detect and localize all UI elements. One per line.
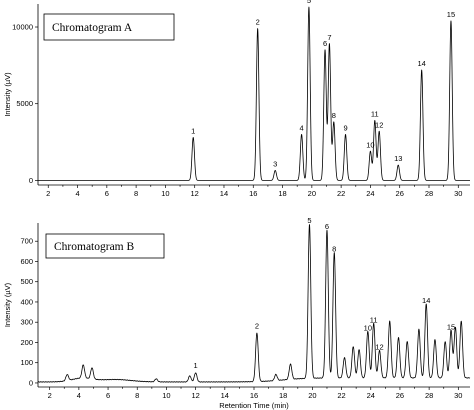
peak-label-3: 3 xyxy=(273,159,277,168)
peak-label-1: 1 xyxy=(191,126,195,135)
y-tick-label: 0 xyxy=(29,378,33,387)
title-box xyxy=(45,233,165,259)
y-tick-label: 200 xyxy=(20,338,33,347)
x-tick-label: 6 xyxy=(106,391,110,400)
x-tick-label: 22 xyxy=(337,189,345,198)
y-tick-label: 5000 xyxy=(16,99,33,108)
peak-label-7: 7 xyxy=(327,33,331,42)
x-tick-label: 26 xyxy=(396,189,404,198)
peak-label-5: 5 xyxy=(307,0,311,5)
x-tick-label: 18 xyxy=(279,391,287,400)
peak-label-2: 2 xyxy=(256,18,260,27)
y-tick-label: 600 xyxy=(20,257,33,266)
x-tick-label: 20 xyxy=(308,189,316,198)
peak-label-14: 14 xyxy=(422,296,430,305)
x-tick-label: 18 xyxy=(278,189,286,198)
x-tick-label: 26 xyxy=(396,391,404,400)
peak-label-8: 8 xyxy=(332,244,336,253)
x-tick-label: 8 xyxy=(134,189,138,198)
peak-label-1: 1 xyxy=(194,361,198,370)
peak-label-14: 14 xyxy=(418,59,426,68)
x-tick-label: 16 xyxy=(250,391,258,400)
x-tick-label: 12 xyxy=(191,189,199,198)
x-tick-label: 4 xyxy=(75,189,79,198)
peak-label-6: 6 xyxy=(323,39,327,48)
y-tick-label: 100 xyxy=(20,358,33,367)
chart-title: Chromatogram B xyxy=(54,241,134,253)
y-tick-label: 0 xyxy=(29,176,33,185)
chart-title: Chromatogram A xyxy=(52,22,133,34)
x-tick-label: 24 xyxy=(367,391,375,400)
y-tick-label: 10000 xyxy=(12,23,33,32)
peak-label-15: 15 xyxy=(447,322,455,331)
x-tick-label: 10 xyxy=(161,189,169,198)
peak-label-13: 13 xyxy=(394,154,402,163)
peak-label-10: 10 xyxy=(366,140,374,149)
peak-label-11: 11 xyxy=(370,315,378,324)
peak-label-11: 11 xyxy=(371,110,379,119)
peak-label-15: 15 xyxy=(447,10,455,19)
y-tick-label: 300 xyxy=(20,318,33,327)
x-tick-label: 14 xyxy=(220,189,228,198)
chromatogram-trace xyxy=(37,6,471,181)
x-tick-label: 24 xyxy=(366,189,374,198)
y-tick-label: 500 xyxy=(20,277,33,286)
x-axis-label: Retention Time (min) xyxy=(219,401,289,410)
x-tick-label: 4 xyxy=(77,391,81,400)
x-axis-label: Retention Time (min) xyxy=(219,199,289,200)
title-box xyxy=(43,13,175,41)
peak-label-4: 4 xyxy=(300,123,304,132)
peak-label-2: 2 xyxy=(255,321,259,330)
x-tick-label: 8 xyxy=(135,391,139,400)
x-tick-label: 30 xyxy=(454,391,462,400)
x-tick-label: 22 xyxy=(337,391,345,400)
y-axis-label: Intensity (µV) xyxy=(3,72,12,117)
x-tick-label: 14 xyxy=(221,391,229,400)
chromatogram-a-chart: 246810121416182022242628300500010000Rete… xyxy=(3,0,471,200)
peak-label-12: 12 xyxy=(375,343,383,352)
x-tick-label: 2 xyxy=(48,391,52,400)
x-tick-label: 30 xyxy=(454,189,462,198)
x-tick-label: 10 xyxy=(162,391,170,400)
x-tick-label: 20 xyxy=(308,391,316,400)
peak-label-9: 9 xyxy=(343,123,347,132)
peak-label-10: 10 xyxy=(364,323,372,332)
y-tick-label: 700 xyxy=(20,237,33,246)
peak-label-6: 6 xyxy=(325,222,329,231)
x-tick-label: 2 xyxy=(46,189,50,198)
peak-label-8: 8 xyxy=(332,111,336,120)
peak-label-5: 5 xyxy=(307,216,311,225)
chromatogram-trace xyxy=(37,224,471,383)
y-tick-label: 400 xyxy=(20,297,33,306)
x-tick-label: 16 xyxy=(249,189,257,198)
x-tick-label: 6 xyxy=(105,189,109,198)
x-tick-label: 28 xyxy=(425,391,433,400)
peak-label-12: 12 xyxy=(375,120,383,129)
y-axis-label: Intensity (µV) xyxy=(3,282,12,327)
chromatogram-b-chart: 2 4 6 8 10 12 14 16 18 20 22 24 26 28 3001002003004005… xyxy=(3,216,471,410)
x-tick-label: 12 xyxy=(191,391,199,400)
x-tick-label: 28 xyxy=(425,189,433,198)
